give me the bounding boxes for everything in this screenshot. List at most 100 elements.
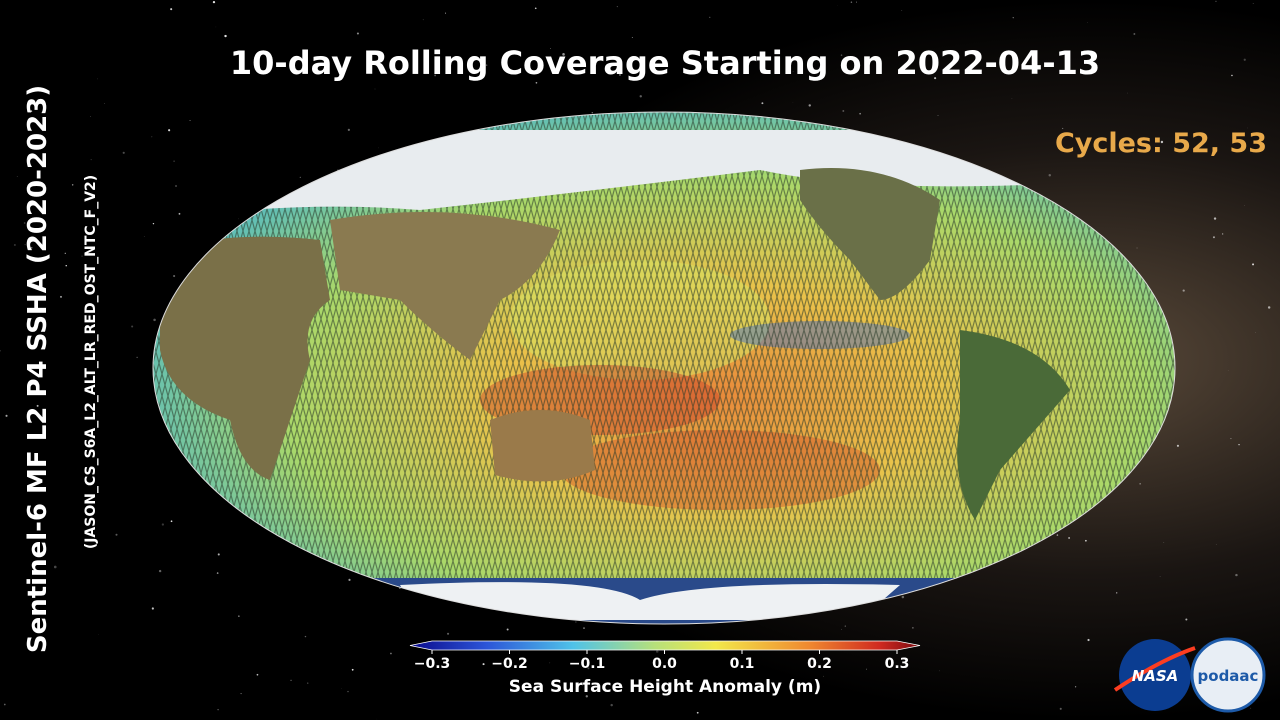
star: [60, 295, 62, 298]
colorbar-tick-label: −0.2: [491, 656, 528, 672]
star: [1159, 576, 1161, 577]
star: [1267, 306, 1271, 309]
star: [1085, 539, 1087, 542]
star: [158, 569, 162, 573]
star: [1250, 707, 1252, 709]
asia: [330, 212, 560, 360]
star: [290, 679, 292, 681]
colorbar-label: Sea Surface Height Anomaly (m): [509, 677, 821, 697]
star: [173, 274, 176, 278]
star: [655, 650, 659, 653]
star: [1252, 263, 1255, 266]
star: [1160, 140, 1164, 144]
star: [30, 110, 33, 113]
star: [447, 632, 450, 635]
star: [153, 318, 156, 322]
star: [575, 621, 577, 623]
star: [485, 64, 488, 66]
title: 10-day Rolling Coverage Starting on 2022…: [230, 44, 1100, 82]
star: [13, 244, 16, 246]
star: [178, 212, 181, 215]
star: [842, 110, 845, 112]
star: [823, 675, 824, 677]
star: [347, 128, 350, 131]
star: [1230, 438, 1232, 440]
star: [808, 104, 811, 107]
star: [215, 26, 217, 28]
side-title: Sentinel-6 MF L2 P4 SSHA (2020-2023): [23, 85, 53, 653]
star: [675, 678, 677, 680]
star: [16, 176, 18, 177]
star: [53, 565, 57, 569]
star: [1252, 3, 1254, 5]
star: [1212, 236, 1215, 239]
star: [583, 627, 585, 629]
star: [1059, 707, 1062, 710]
colorbar-tick-label: 0.3: [885, 656, 910, 672]
star: [240, 693, 242, 695]
star: [151, 136, 153, 138]
star: [1163, 541, 1165, 543]
star: [616, 6, 618, 8]
star: [709, 16, 711, 18]
antarctica: [400, 582, 900, 620]
star: [24, 244, 26, 246]
star: [1127, 92, 1128, 94]
star: [89, 115, 91, 117]
star: [136, 356, 138, 359]
star: [152, 222, 155, 225]
star: [792, 71, 794, 72]
star: [36, 404, 39, 407]
star: [161, 523, 165, 526]
star: [1074, 686, 1077, 688]
star: [639, 95, 642, 98]
star: [122, 151, 125, 154]
star: [212, 1, 216, 4]
star: [390, 652, 392, 655]
star: [90, 159, 92, 161]
star: [1213, 217, 1217, 220]
star: [351, 668, 354, 671]
star: [238, 615, 240, 617]
star: [549, 662, 551, 664]
cycles: Cycles: 52, 53: [1055, 128, 1267, 159]
star: [217, 553, 220, 556]
star: [168, 129, 171, 132]
star: [30, 246, 33, 249]
nasa-swoosh: [1113, 646, 1196, 692]
star: [175, 185, 177, 187]
star: [1215, 0, 1217, 2]
colorbar-tick-label: 0.1: [730, 656, 755, 672]
star: [65, 264, 67, 267]
star: [901, 595, 905, 599]
star: [619, 74, 621, 76]
star: [1062, 127, 1064, 130]
star: [170, 520, 173, 523]
star: [850, 1, 853, 3]
star: [856, 1, 857, 3]
star: [1231, 74, 1233, 77]
south-america: [957, 330, 1070, 520]
star: [1243, 58, 1246, 61]
star: [1133, 33, 1136, 35]
star: [1012, 16, 1014, 19]
star: [374, 88, 376, 90]
nasa-text: NASA: [1132, 667, 1179, 685]
colorbar-tick-label: −0.1: [569, 656, 606, 672]
star: [1238, 443, 1240, 446]
star: [1116, 592, 1118, 594]
star: [1139, 483, 1141, 485]
star: [1087, 638, 1090, 642]
star: [550, 48, 551, 49]
star: [299, 176, 301, 178]
star: [0, 350, 1, 352]
arctic-ice: [153, 130, 1175, 220]
star: [304, 635, 307, 638]
star: [840, 54, 843, 56]
star: [5, 414, 8, 417]
star: [347, 690, 349, 693]
star: [1068, 537, 1071, 539]
star: [224, 34, 227, 38]
